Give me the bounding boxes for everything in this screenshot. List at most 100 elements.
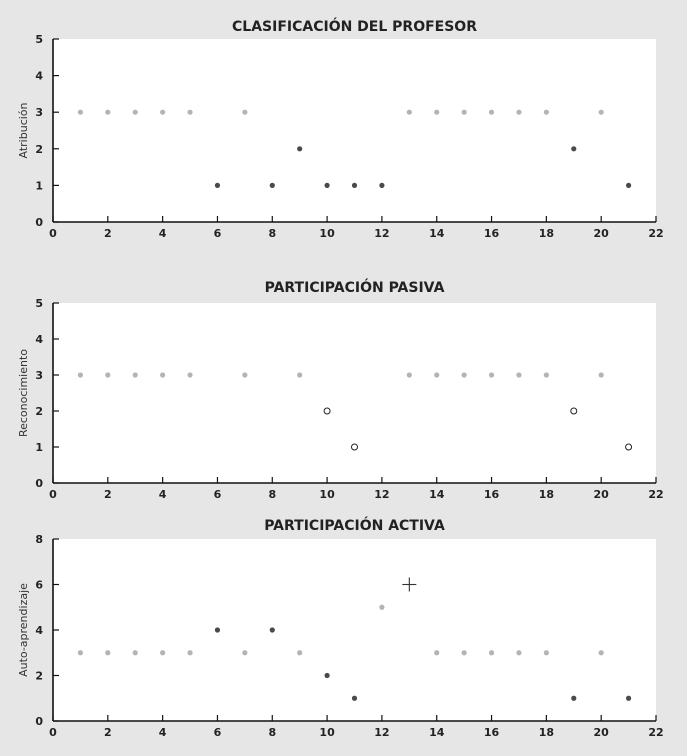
x-tick-label: 18 xyxy=(539,488,554,501)
y-tick-label: 8 xyxy=(35,533,43,546)
x-tick-label: 18 xyxy=(539,227,554,240)
data-point xyxy=(543,372,549,378)
data-point-open xyxy=(625,443,633,451)
y-tick-label: 2 xyxy=(35,670,43,683)
x-tick-label: 10 xyxy=(319,227,335,240)
y-tick-label: 6 xyxy=(35,579,43,592)
data-point xyxy=(406,372,412,378)
y-tick-label: 2 xyxy=(35,405,43,418)
data-point xyxy=(187,650,193,656)
data-point xyxy=(297,372,303,378)
x-tick-label: 20 xyxy=(594,726,610,739)
data-point xyxy=(187,109,193,115)
plot-area xyxy=(53,539,656,721)
x-tick-label: 4 xyxy=(159,488,167,501)
data-point xyxy=(625,182,632,188)
data-point xyxy=(214,627,221,633)
data-point-open xyxy=(570,407,578,415)
data-point xyxy=(269,182,275,188)
x-tick-label: 22 xyxy=(648,227,663,240)
y-tick-label: 5 xyxy=(35,33,43,46)
y-tick-label: 0 xyxy=(35,477,43,490)
plot-area xyxy=(53,39,656,222)
x-tick-label: 0 xyxy=(49,488,57,501)
data-point xyxy=(297,650,303,656)
y-axis-label: Atribución xyxy=(17,102,30,158)
x-tick-label: 12 xyxy=(374,726,389,739)
chart-panel-2: PARTICIPACIÓN PASIVA Reconocimiento 0 2 4 6 8 1… xyxy=(17,278,664,501)
data-point xyxy=(324,672,330,679)
data-point xyxy=(242,372,248,378)
data-point xyxy=(77,372,84,378)
data-point xyxy=(132,372,138,378)
y-tick-label: 3 xyxy=(35,369,43,382)
y-axis-label: Reconocimiento xyxy=(17,349,30,437)
data-point xyxy=(242,650,248,656)
chart-title: PARTICIPACIÓN PASIVA xyxy=(265,278,445,296)
data-point xyxy=(160,650,166,656)
data-point xyxy=(351,695,358,701)
chart-title: PARTICIPACIÓN ACTIVA xyxy=(264,516,445,534)
data-point xyxy=(105,650,111,656)
y-tick-label: 2 xyxy=(35,143,43,156)
data-point xyxy=(77,650,84,656)
data-point xyxy=(187,372,193,378)
data-point xyxy=(379,604,385,610)
x-tick-label: 14 xyxy=(429,488,445,501)
y-axis-label: Auto-aprendizaje xyxy=(17,583,30,677)
x-tick-label: 14 xyxy=(429,726,445,739)
data-point-open xyxy=(323,407,331,415)
x-tick-label: 22 xyxy=(648,488,663,501)
y-tick-label: 3 xyxy=(35,106,43,119)
data-point xyxy=(132,650,138,656)
data-point xyxy=(571,146,577,152)
x-tick-label: 16 xyxy=(484,227,500,240)
data-point xyxy=(379,182,385,188)
x-tick-label: 2 xyxy=(104,726,112,739)
x-tick-label: 6 xyxy=(214,488,222,501)
data-point xyxy=(351,182,358,188)
data-point xyxy=(598,109,604,115)
x-tick-label: 0 xyxy=(49,726,57,739)
y-tick-label: 0 xyxy=(35,216,43,229)
x-tick-label: 20 xyxy=(594,488,610,501)
x-tick-label: 2 xyxy=(104,227,112,240)
y-tick-label: 5 xyxy=(35,297,43,310)
x-tick-label: 8 xyxy=(268,488,276,501)
x-tick-label: 6 xyxy=(214,227,222,240)
data-point-open xyxy=(351,443,358,451)
x-tick-label: 12 xyxy=(374,488,389,501)
data-point xyxy=(598,372,604,378)
data-point xyxy=(132,109,138,115)
y-tick-label: 4 xyxy=(35,624,43,637)
y-tick-label: 4 xyxy=(35,70,43,83)
x-tick-label: 14 xyxy=(429,227,445,240)
x-tick-label: 10 xyxy=(319,726,335,739)
data-point xyxy=(269,627,275,633)
data-point xyxy=(488,109,495,115)
data-point xyxy=(625,695,632,701)
data-point xyxy=(461,109,467,115)
y-tick-label: 1 xyxy=(35,179,43,192)
data-point xyxy=(598,650,604,656)
chart-title: CLASIFICACIÓN DEL PROFESOR xyxy=(232,17,477,35)
y-tick-label: 1 xyxy=(35,441,43,454)
data-point-plus xyxy=(402,577,417,592)
y-tick-label: 0 xyxy=(35,715,43,728)
data-point xyxy=(543,650,549,656)
data-point xyxy=(516,650,522,656)
data-point xyxy=(324,182,330,188)
data-point xyxy=(406,109,412,115)
data-point xyxy=(160,372,166,378)
data-point xyxy=(461,650,467,656)
plot-area xyxy=(53,303,656,483)
x-tick-label: 16 xyxy=(484,726,500,739)
x-tick-label: 0 xyxy=(49,227,57,240)
data-point xyxy=(77,109,84,115)
data-point xyxy=(434,109,440,115)
x-tick-label: 4 xyxy=(159,227,167,240)
data-point xyxy=(571,695,577,701)
data-point xyxy=(242,109,248,115)
x-tick-label: 12 xyxy=(374,227,389,240)
